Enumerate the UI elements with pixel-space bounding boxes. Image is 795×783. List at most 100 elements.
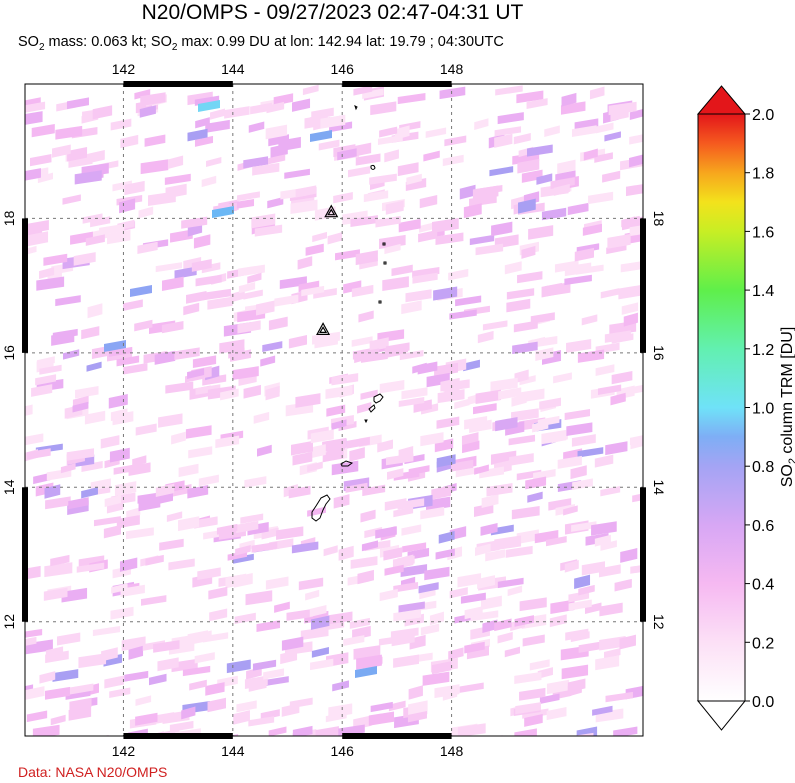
- so2-pixel: [37, 172, 53, 184]
- so2-pixel: [68, 497, 89, 510]
- so2-pixel: [464, 641, 485, 654]
- so2-pixel: [581, 561, 606, 576]
- colorbar-tick-label: 2.0: [752, 107, 774, 124]
- so2-pixel: [489, 166, 514, 177]
- so2-pixel: [482, 619, 498, 633]
- so2-pixel: [148, 673, 167, 686]
- so2-pixel-high: [355, 666, 377, 678]
- so2-pixel: [434, 684, 460, 699]
- so2-pixel: [104, 495, 122, 508]
- so2-pixel: [104, 675, 125, 689]
- so2-pixel: [408, 700, 428, 715]
- so2-pixel: [92, 105, 113, 120]
- so2-pixel: [571, 434, 596, 447]
- so2-pixel: [81, 460, 103, 473]
- so2-pixel: [610, 392, 626, 406]
- so2-pixel-high: [310, 130, 332, 142]
- so2-pixel: [236, 700, 257, 713]
- so2-pixel: [45, 646, 64, 658]
- so2-pixel: [575, 264, 604, 275]
- so2-pixel: [194, 652, 215, 664]
- so2-pixel: [473, 403, 497, 415]
- so2-pixel: [331, 373, 359, 386]
- so2-pixel: [412, 267, 440, 278]
- so2-pixel: [288, 485, 311, 499]
- so2-pixel: [280, 650, 298, 665]
- island-coastline: [354, 105, 358, 111]
- so2-pixel: [444, 135, 467, 147]
- so2-pixel-layer: [25, 84, 643, 736]
- lon-tick-label-bottom: 148: [440, 743, 464, 759]
- so2-pixel: [572, 732, 594, 736]
- so2-pixel: [604, 330, 631, 343]
- so2-pixel: [474, 543, 491, 556]
- so2-pixel: [629, 435, 643, 446]
- so2-pixel: [267, 154, 286, 165]
- so2-pixel: [251, 213, 276, 229]
- so2-pixel: [90, 216, 111, 228]
- lat-tick-label-right: 12: [651, 614, 667, 630]
- so2-pixel: [291, 541, 319, 554]
- so2-pixel: [605, 441, 628, 456]
- so2-pixel: [108, 346, 133, 357]
- so2-pixel: [379, 588, 398, 602]
- so2-pixel: [385, 200, 404, 215]
- so2-pixel: [109, 687, 131, 699]
- so2-pixel: [566, 422, 593, 437]
- so2-pixel: [459, 682, 484, 693]
- so2-pixel: [135, 423, 157, 436]
- so2-pixel: [505, 545, 533, 558]
- so2-pixel: [26, 219, 49, 235]
- so2-pixel: [513, 320, 538, 333]
- so2-pixel: [253, 411, 270, 424]
- so2-pixel: [546, 707, 567, 721]
- so2-pixel: [401, 300, 422, 315]
- so2-pixel: [528, 225, 554, 240]
- so2-pixel: [260, 355, 276, 367]
- so2-pixel: [343, 635, 365, 647]
- so2-pixel: [290, 440, 313, 456]
- so2-pixel: [298, 577, 324, 591]
- colorbar-tick-label: 1.8: [752, 166, 774, 183]
- so2-pixel: [72, 401, 89, 413]
- lon-tick-label-bottom: 144: [221, 743, 245, 759]
- so2-pixel: [581, 314, 598, 326]
- so2-pixel: [420, 432, 444, 447]
- so2-pixel: [545, 536, 567, 547]
- so2-pixel: [397, 92, 426, 105]
- so2-pixel: [401, 387, 428, 400]
- so2-pixel: [364, 526, 383, 539]
- so2-pixel: [566, 338, 592, 353]
- so2-pixel: [605, 691, 633, 703]
- so2-pixel: [103, 524, 121, 539]
- frame-bar-top: [342, 81, 452, 87]
- so2-pixel: [81, 487, 98, 499]
- so2-pixel: [363, 190, 389, 203]
- so2-pixel: [473, 503, 494, 517]
- so2-pixel: [358, 310, 374, 323]
- volcano-icon: [316, 322, 331, 335]
- so2-pixel: [268, 726, 287, 736]
- so2-pixel: [419, 194, 438, 209]
- so2-pixel: [125, 527, 154, 540]
- so2-pixel: [25, 433, 44, 446]
- so2-pixel: [550, 599, 575, 615]
- so2-pixel: [370, 701, 393, 713]
- so2-pixel: [233, 573, 253, 588]
- lon-tick-label-bottom: 146: [331, 743, 355, 759]
- so2-pixel: [422, 671, 450, 686]
- so2-pixel: [195, 117, 210, 129]
- so2-pixel: [181, 706, 196, 720]
- so2-pixel: [327, 442, 346, 454]
- so2-pixel: [281, 703, 300, 717]
- so2-pixel: [27, 448, 51, 460]
- so2-pixel: [494, 535, 522, 551]
- so2-pixel: [60, 463, 76, 474]
- so2-pixel: [263, 676, 289, 687]
- so2-pixel: [625, 384, 643, 396]
- so2-pixel: [168, 558, 195, 571]
- so2-pixel: [107, 229, 131, 245]
- so2-pixel: [194, 95, 220, 106]
- so2-pixel: [237, 320, 261, 334]
- so2-pixel: [326, 404, 346, 417]
